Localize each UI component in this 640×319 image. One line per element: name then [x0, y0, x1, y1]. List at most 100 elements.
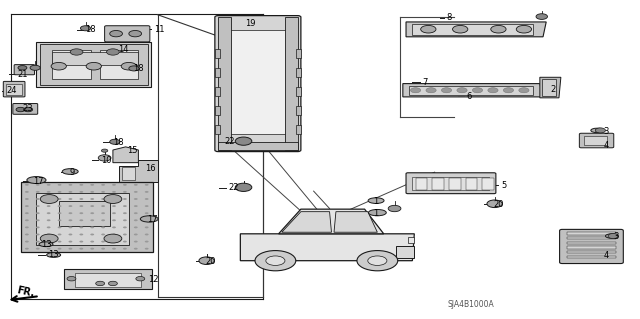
Circle shape — [123, 241, 127, 242]
Circle shape — [123, 212, 127, 214]
Circle shape — [58, 205, 61, 207]
Ellipse shape — [47, 253, 61, 257]
Circle shape — [104, 195, 122, 204]
Circle shape — [40, 234, 58, 243]
Circle shape — [90, 198, 94, 200]
Text: 14: 14 — [118, 45, 129, 54]
Circle shape — [36, 241, 40, 242]
Text: 20: 20 — [493, 200, 504, 209]
Circle shape — [255, 250, 296, 271]
FancyBboxPatch shape — [3, 81, 25, 97]
FancyBboxPatch shape — [559, 229, 623, 263]
Text: 3: 3 — [604, 127, 609, 136]
Polygon shape — [113, 147, 138, 163]
Circle shape — [134, 184, 138, 186]
Bar — [59, 201, 109, 226]
Polygon shape — [406, 22, 546, 37]
Circle shape — [108, 281, 117, 286]
Circle shape — [123, 219, 127, 221]
Circle shape — [58, 248, 61, 250]
Bar — [449, 178, 461, 189]
Circle shape — [25, 234, 29, 235]
Circle shape — [47, 191, 51, 193]
Circle shape — [101, 149, 108, 152]
Circle shape — [25, 212, 29, 214]
Circle shape — [145, 212, 148, 214]
Circle shape — [608, 234, 618, 239]
Circle shape — [47, 198, 51, 200]
Circle shape — [134, 241, 138, 242]
Circle shape — [109, 31, 122, 37]
Bar — [285, 17, 298, 150]
Circle shape — [134, 219, 138, 221]
Circle shape — [25, 248, 29, 250]
Text: 19: 19 — [245, 19, 255, 28]
Circle shape — [112, 219, 116, 221]
Circle shape — [491, 26, 506, 33]
Circle shape — [90, 219, 94, 221]
Text: 10: 10 — [101, 156, 112, 165]
Circle shape — [101, 191, 105, 193]
Bar — [36, 193, 129, 245]
Polygon shape — [241, 234, 414, 261]
Circle shape — [68, 219, 72, 221]
Circle shape — [101, 184, 105, 186]
FancyBboxPatch shape — [104, 26, 150, 42]
Bar — [218, 17, 231, 150]
Text: 22: 22 — [225, 137, 235, 146]
Circle shape — [68, 198, 72, 200]
Polygon shape — [119, 160, 157, 182]
Circle shape — [357, 250, 397, 271]
Circle shape — [101, 205, 105, 207]
Text: 1: 1 — [373, 209, 379, 218]
Circle shape — [472, 88, 483, 93]
Circle shape — [96, 281, 104, 286]
Circle shape — [123, 234, 127, 235]
Circle shape — [145, 248, 148, 250]
Circle shape — [112, 234, 116, 235]
Circle shape — [79, 205, 83, 207]
Text: 11: 11 — [154, 25, 165, 34]
Circle shape — [36, 198, 40, 200]
Bar — [412, 25, 534, 34]
Circle shape — [79, 219, 83, 221]
Text: 13: 13 — [48, 250, 58, 259]
Circle shape — [516, 26, 532, 33]
Text: 18: 18 — [86, 25, 96, 34]
Circle shape — [134, 212, 138, 214]
Bar — [396, 246, 414, 257]
Circle shape — [68, 226, 72, 228]
Circle shape — [134, 205, 138, 207]
Circle shape — [121, 63, 136, 70]
Circle shape — [79, 198, 83, 200]
Polygon shape — [403, 84, 543, 97]
Circle shape — [68, 234, 72, 235]
Circle shape — [36, 226, 40, 228]
Text: 4: 4 — [604, 251, 609, 260]
FancyBboxPatch shape — [215, 16, 301, 152]
Circle shape — [595, 128, 605, 133]
Circle shape — [24, 107, 33, 112]
Circle shape — [134, 234, 138, 235]
Circle shape — [123, 226, 127, 228]
Bar — [567, 241, 616, 244]
Text: 13: 13 — [41, 240, 52, 249]
Circle shape — [68, 248, 72, 250]
Polygon shape — [20, 182, 153, 252]
Circle shape — [101, 226, 105, 228]
Text: SJA4B1000A: SJA4B1000A — [447, 300, 494, 309]
Bar — [432, 178, 444, 189]
Text: 6: 6 — [467, 92, 472, 101]
Circle shape — [68, 191, 72, 193]
Circle shape — [47, 226, 51, 228]
Circle shape — [487, 200, 502, 208]
Circle shape — [58, 226, 61, 228]
Circle shape — [79, 226, 83, 228]
Circle shape — [112, 198, 116, 200]
Circle shape — [145, 205, 148, 207]
Bar — [466, 178, 477, 189]
Circle shape — [410, 88, 420, 93]
Circle shape — [145, 226, 148, 228]
Circle shape — [129, 31, 141, 37]
Polygon shape — [540, 77, 561, 98]
